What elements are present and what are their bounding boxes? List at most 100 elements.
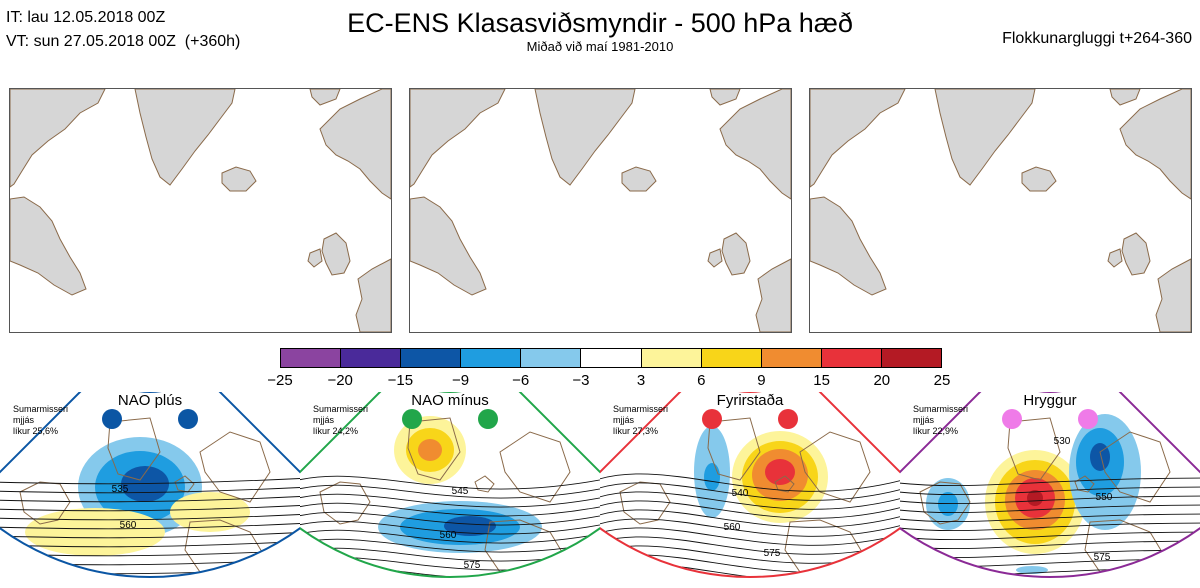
- height-contour: [600, 518, 900, 537]
- contour-label: 530: [1054, 436, 1071, 447]
- land-area: [319, 89, 391, 200]
- land-area: [410, 89, 506, 188]
- height-contour: [900, 513, 1200, 523]
- regime-info: Sumarmisseri mjjás líkur 24,2%: [313, 404, 368, 437]
- coastline: [919, 481, 971, 525]
- season-desc: mjjás: [313, 415, 335, 425]
- season-desc: mjjás: [13, 415, 35, 425]
- colorbar-swatch: [581, 349, 642, 367]
- colorbar-tick-label: −6: [512, 372, 530, 389]
- colorbar-swatches: [280, 348, 942, 368]
- member-map-1: [9, 88, 392, 333]
- coastline: [319, 481, 371, 525]
- land-area: [1121, 232, 1151, 276]
- anomaly-area: [1016, 566, 1048, 574]
- height-contour: [300, 502, 600, 517]
- colorbar-swatch: [881, 349, 942, 367]
- contour-label: 540: [732, 488, 749, 499]
- vt-line: VT: sun 27.05.2018 00Z (+360h): [6, 33, 241, 50]
- regime-title: NAO mínus: [411, 392, 489, 409]
- height-contour: [300, 484, 600, 499]
- land-area: [307, 248, 323, 268]
- height-contour: [600, 536, 900, 555]
- land-area: [1109, 89, 1141, 106]
- regime-center-dot: [478, 409, 498, 429]
- colorbar-tick-label: 6: [697, 372, 706, 389]
- anomaly-area: [444, 516, 496, 536]
- land-area: [410, 196, 487, 296]
- height-contour: [300, 511, 600, 526]
- coastline: [799, 431, 871, 503]
- anomaly-area: [1027, 490, 1043, 506]
- contour-label: 575: [1094, 552, 1111, 563]
- anomaly-area: [418, 439, 442, 461]
- land-area: [321, 232, 351, 276]
- height-contour: [0, 486, 300, 494]
- anomaly-area: [704, 463, 720, 491]
- colorbar-tick-label: 25: [933, 372, 951, 389]
- regime-center-dot: [102, 409, 122, 429]
- regime-center-dot: [178, 409, 198, 429]
- coastline: [1007, 417, 1061, 481]
- colorbar-swatch: [461, 349, 522, 367]
- coastline: [1099, 431, 1171, 503]
- season-label: Sumarmisseri: [613, 404, 669, 414]
- probability-label: líkur 25,6%: [13, 426, 59, 436]
- height-contour: [600, 527, 900, 546]
- contour-label: 575: [464, 560, 481, 571]
- contour-label: 560: [440, 530, 457, 541]
- land-area: [755, 258, 791, 332]
- colorbar-tick-label: 15: [813, 372, 830, 389]
- height-contour: [0, 504, 300, 512]
- coastline: [407, 417, 461, 481]
- height-contour: [600, 500, 900, 519]
- regime-frame: [600, 392, 900, 578]
- probability-label: líkur 24,2%: [313, 426, 359, 436]
- height-contour: [900, 495, 1200, 505]
- height-contour: [0, 495, 300, 503]
- regime-panel-nao-plus: 535 560 NAO plús Sumarmisseri mjjás líkur…: [0, 392, 300, 588]
- regime-frame: [900, 392, 1200, 578]
- regime-panel-nao-minus: 545 560 575 NAO mínus Sumarmisseri mjjás l…: [300, 392, 600, 588]
- colorbar-swatch: [761, 349, 822, 367]
- regime-title: Hryggur: [1023, 392, 1077, 409]
- colorbar-swatch: [641, 349, 702, 367]
- regime-map: 545 560 575: [300, 392, 600, 578]
- probability-label: líkur 22,9%: [913, 426, 959, 436]
- land-area: [355, 258, 391, 332]
- land-area: [810, 89, 906, 188]
- height-contour: [900, 477, 1200, 487]
- regime-title: Fyrirstaða: [716, 392, 784, 409]
- season-label: Sumarmisseri: [13, 404, 69, 414]
- coastline: [707, 417, 761, 481]
- member-map-2: [409, 88, 792, 333]
- land-area: [534, 89, 636, 186]
- height-contour: [900, 504, 1200, 514]
- regime-center-dot: [1078, 409, 1098, 429]
- colorbar-tick-label: 3: [636, 372, 646, 389]
- regime-center-dot: [702, 409, 722, 429]
- height-contour: [0, 477, 300, 485]
- land-area: [1107, 248, 1123, 268]
- height-contour: [600, 491, 900, 510]
- colorbar-tick-label: −25: [267, 372, 293, 389]
- colorbar-swatch: [821, 349, 882, 367]
- land-area: [719, 89, 791, 200]
- land-area: [810, 196, 887, 296]
- land-area: [709, 89, 741, 106]
- height-contour: [0, 513, 300, 521]
- colorbar-swatch: [701, 349, 762, 367]
- height-contour: [300, 538, 600, 553]
- land-area: [309, 89, 341, 106]
- colorbar-tick-label: −15: [387, 372, 414, 389]
- colorbar-tick-label: −9: [451, 372, 470, 389]
- colorbar-swatch: [281, 349, 342, 367]
- height-contour: [300, 529, 600, 544]
- land-area: [707, 248, 723, 268]
- colorbar-swatch: [401, 349, 462, 367]
- height-contour: [600, 509, 900, 528]
- regime-frame: [300, 392, 600, 578]
- regime-info: Sumarmisseri mjjás líkur 27,3%: [613, 404, 668, 437]
- colorbar-swatch: [521, 349, 582, 367]
- regime-map: 530 550 575: [900, 392, 1200, 578]
